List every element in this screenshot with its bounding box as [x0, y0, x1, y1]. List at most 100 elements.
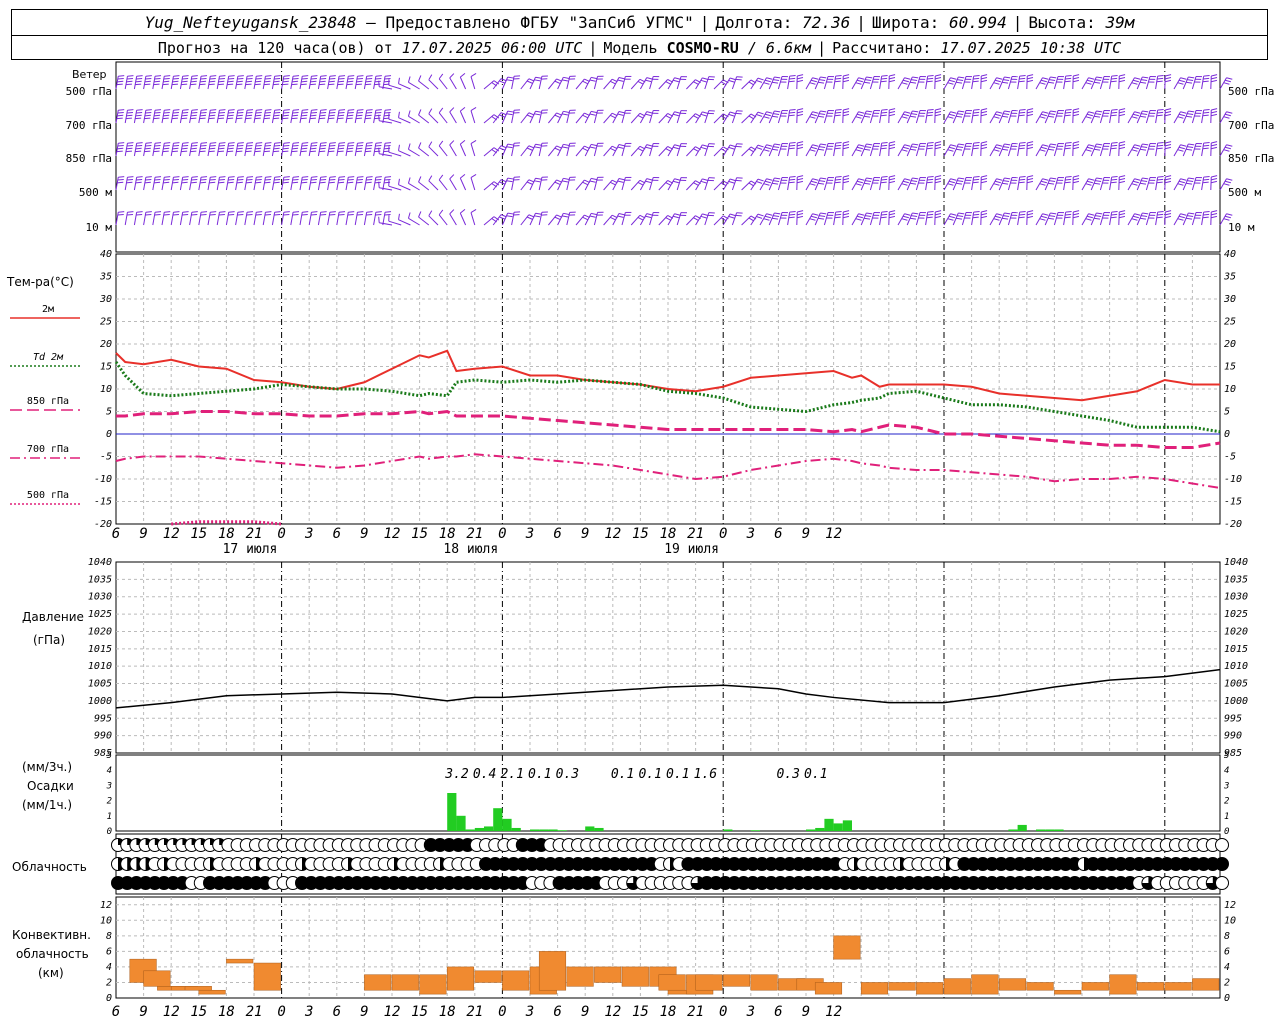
- wind-barb-flag: [246, 111, 253, 114]
- wind-barb: [925, 211, 934, 226]
- wind-barb-flag: [366, 213, 373, 216]
- wind-barb: [470, 106, 477, 124]
- wind-barb-staff: [299, 143, 303, 157]
- wind-barb-flag: [172, 114, 179, 117]
- wind-barb-flag: [135, 117, 142, 120]
- wind-barb: [378, 80, 393, 90]
- wind-barb-flag: [208, 117, 215, 120]
- wind-barb-flag: [700, 79, 707, 83]
- wind-barb: [823, 110, 834, 124]
- precip-3h-total: 0.1: [638, 767, 661, 782]
- temp-legend-label: 700 гПа: [27, 444, 69, 455]
- wind-barb-staff: [483, 80, 495, 90]
- wind-barb-flag: [526, 114, 533, 118]
- wind-barb-flag: [835, 144, 842, 147]
- wind-barb-flag: [764, 215, 771, 219]
- wind-barb-flag: [218, 114, 225, 117]
- wind-barb-flag: [843, 144, 850, 147]
- wind-barb: [566, 75, 576, 90]
- wind-barb-flag: [646, 144, 653, 147]
- wind-level-label: 850 гПа: [66, 152, 112, 165]
- wind-barb-flag: [191, 111, 198, 114]
- wind-barb: [888, 210, 896, 226]
- wind-barb-flag: [191, 77, 198, 80]
- wind-barb: [470, 72, 477, 90]
- wind-barb-staff: [676, 212, 682, 226]
- wind-barb: [1219, 144, 1233, 157]
- wind-barb-flag: [1049, 113, 1056, 115]
- wind-barb-flag: [1073, 213, 1080, 216]
- wind-barb-flag: [449, 107, 455, 113]
- wind-barb-flag: [273, 114, 280, 117]
- wind-barb: [704, 110, 715, 124]
- wind-barb-flag: [355, 117, 362, 120]
- wind-barb: [897, 111, 911, 124]
- wind-barb: [529, 110, 542, 124]
- wind-barb-flag: [843, 210, 850, 213]
- wind-barb-flag: [357, 142, 364, 144]
- conv-bar: [364, 974, 392, 991]
- wind-barb-flag: [757, 213, 764, 217]
- wind-barb-flag: [1211, 213, 1218, 216]
- wind-barb: [189, 109, 198, 124]
- wind-barb-flag: [1141, 180, 1148, 182]
- wind-barb-flag: [1134, 77, 1141, 80]
- wind-barb: [823, 177, 834, 191]
- wind-barb-flag: [858, 213, 865, 216]
- wind-barb-flag: [256, 142, 263, 144]
- pres-y-tick: 1010: [88, 661, 112, 672]
- wind-barb-flag: [563, 76, 570, 79]
- wind-barb-flag: [172, 147, 179, 150]
- wind-barb: [1072, 141, 1080, 157]
- wind-barb-flag: [201, 109, 208, 111]
- wind-barb-staff: [299, 212, 303, 226]
- wind-barb-flag: [163, 114, 170, 117]
- wind-barb-flag: [1018, 80, 1025, 83]
- wind-barb-staff: [459, 177, 467, 191]
- temp-x-tick: 12: [604, 526, 621, 542]
- conv-bar: [226, 958, 254, 964]
- precip-bar: [539, 829, 549, 831]
- wind-barb-flag: [1073, 111, 1080, 114]
- wind-barb-flag: [493, 147, 500, 152]
- wind-barb-flag: [1164, 180, 1172, 184]
- wind-barb-flag: [1211, 178, 1218, 181]
- temp-panel-title: Тем-ра(°C): [7, 275, 74, 289]
- wind-barb-flag: [237, 142, 244, 144]
- wind-barb-flag: [994, 79, 1001, 83]
- wind-barb-flag: [934, 180, 942, 184]
- wind-barb: [271, 142, 281, 157]
- wind-barb-flag: [136, 176, 143, 178]
- wind-barb-flag: [889, 144, 896, 147]
- wind-barb-flag: [135, 181, 142, 184]
- wind-barb-flag: [320, 213, 327, 216]
- wind-barb-flag: [228, 144, 235, 147]
- wind-barb-flag: [1001, 148, 1009, 151]
- wind-barb: [1145, 110, 1156, 124]
- wind-barb: [529, 76, 542, 90]
- temp-x-tick: 9: [360, 526, 368, 542]
- wind-barb-flag: [1026, 79, 1034, 83]
- wind-barb-flag: [301, 178, 308, 181]
- wind-barb: [161, 142, 171, 157]
- wind-barb-flag: [1003, 215, 1010, 217]
- wind-barb: [851, 111, 865, 124]
- wind-barb-flag: [384, 178, 391, 181]
- wind-barb-flag: [842, 79, 850, 83]
- wind-barb-flag: [310, 144, 317, 147]
- wind-barb: [566, 176, 576, 191]
- wind-barb-flag: [1050, 143, 1057, 146]
- wind-barb-staff: [354, 143, 358, 157]
- wind-barb-flag: [1019, 77, 1026, 80]
- wind-barb-staff: [317, 177, 322, 191]
- wind-barb: [179, 75, 189, 90]
- wind-barb-flag: [199, 150, 206, 153]
- wind-barb-flag: [153, 150, 160, 153]
- wind-barb-flag: [347, 213, 354, 216]
- wind-barb-flag: [842, 146, 850, 150]
- wind-barb-flag: [1202, 216, 1209, 219]
- wind-barb: [354, 109, 364, 124]
- wind-barb-flag: [958, 177, 965, 180]
- wind-barb-flag: [809, 149, 816, 152]
- wind-barb-staff: [262, 177, 266, 191]
